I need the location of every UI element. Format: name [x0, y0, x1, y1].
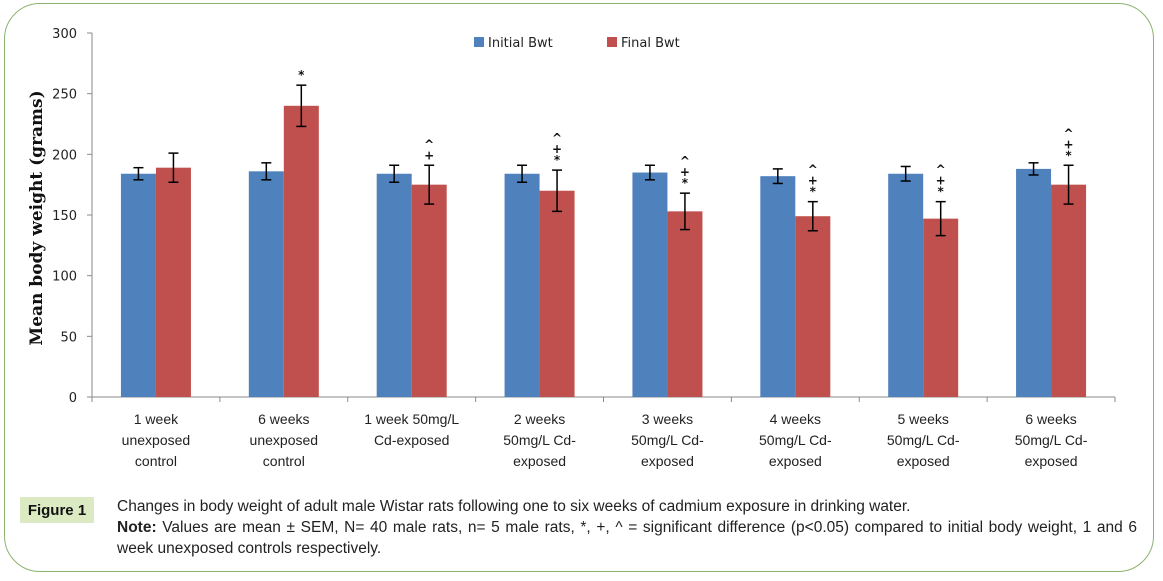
- legend: Initial Bwt Final Bwt: [474, 36, 680, 51]
- bar-final: [795, 216, 831, 397]
- bar-initial: [888, 173, 924, 397]
- category-label: 50mg/L Cd-: [887, 432, 960, 448]
- bar-final: [923, 218, 959, 397]
- significance-marker: *: [810, 185, 817, 199]
- figure-caption: Changes in body weight of adult male Wis…: [117, 496, 1137, 559]
- category-label: exposed: [641, 453, 694, 469]
- note-text: Values are mean ± SEM, N= 40 male rats, …: [117, 519, 1137, 557]
- bar-final: [283, 105, 319, 398]
- category-label: 3 weeks: [642, 411, 693, 427]
- bar-initial: [632, 172, 668, 397]
- figure-badge: Figure 1: [20, 497, 94, 523]
- significance-marker: ^: [680, 154, 690, 168]
- bar-initial: [376, 173, 412, 397]
- legend-label: Initial Bwt: [488, 36, 553, 51]
- figure-frame: [4, 3, 1154, 572]
- category-label: 50mg/L Cd-: [759, 432, 832, 448]
- significance-markers: *+^*+^*+^*+^*+^*+^: [298, 68, 1073, 198]
- significance-marker: ^: [808, 163, 818, 177]
- significance-marker: ^: [424, 137, 434, 151]
- bars: [120, 105, 1087, 398]
- category-label: exposed: [897, 453, 950, 469]
- y-tick-label: 150: [52, 209, 77, 224]
- y-tick-label: 300: [52, 27, 77, 42]
- bar-initial: [504, 173, 540, 397]
- significance-marker: +: [808, 174, 818, 188]
- category-label: Cd-exposed: [374, 432, 450, 448]
- caption-note: Note: Values are mean ± SEM, N= 40 male …: [117, 517, 1137, 559]
- category-label: exposed: [513, 453, 566, 469]
- significance-marker: *: [554, 153, 561, 167]
- category-label: control: [263, 453, 305, 469]
- category-label: 2 weeks: [514, 411, 565, 427]
- significance-marker: *: [938, 185, 945, 199]
- significance-marker: ^: [1064, 126, 1074, 140]
- legend-label: Final Bwt: [621, 36, 680, 51]
- y-tick-label: 50: [60, 330, 77, 345]
- category-label: 6 weeks: [258, 411, 309, 427]
- y-tick-label: 200: [52, 148, 77, 163]
- category-labels: 1 week unexposed control 6 weeks unexposed co…: [122, 411, 1088, 469]
- category-label: exposed: [769, 453, 822, 469]
- y-axis-label: Mean body weight (grams): [27, 90, 47, 345]
- y-tick-label: 0: [69, 391, 77, 406]
- category-label: control: [135, 453, 177, 469]
- significance-marker: *: [1065, 148, 1072, 162]
- category-label: unexposed: [250, 432, 319, 448]
- category-label: unexposed: [122, 432, 191, 448]
- bar-initial: [1016, 168, 1052, 397]
- category-label: 50mg/L Cd-: [631, 432, 704, 448]
- significance-marker: +: [680, 165, 690, 179]
- significance-marker: ^: [552, 131, 562, 145]
- category-label: 1 week 50mg/L: [364, 411, 459, 427]
- bar-final: [667, 211, 703, 397]
- category-label: 6 weeks: [1025, 411, 1076, 427]
- significance-marker: ^: [936, 163, 946, 177]
- bar-final: [155, 167, 191, 397]
- category-label: 5 weeks: [898, 411, 949, 427]
- legend-swatch-final: [607, 37, 617, 47]
- bar-final: [1051, 184, 1087, 397]
- bar-final: [539, 190, 575, 397]
- error-bars: [133, 84, 1074, 237]
- bar-initial: [248, 171, 284, 397]
- significance-marker: *: [682, 176, 689, 190]
- caption-line: Changes in body weight of adult male Wis…: [117, 498, 911, 515]
- category-label: 50mg/L Cd-: [1015, 432, 1088, 448]
- category-label: 1 week: [134, 411, 179, 427]
- legend-swatch-initial: [474, 37, 484, 47]
- note-label: Note:: [117, 519, 157, 536]
- significance-marker: +: [424, 148, 434, 162]
- y-tick-label: 100: [52, 270, 77, 285]
- category-label: exposed: [1025, 453, 1078, 469]
- category-label: 50mg/L Cd-: [503, 432, 576, 448]
- y-tick-label: 250: [52, 88, 77, 103]
- bar-final: [411, 184, 447, 397]
- category-label: 4 weeks: [770, 411, 821, 427]
- significance-marker: +: [552, 142, 562, 156]
- significance-marker: +: [1064, 137, 1074, 151]
- significance-marker: +: [936, 174, 946, 188]
- bar-initial: [120, 173, 156, 397]
- bar-initial: [760, 176, 796, 397]
- significance-marker: *: [298, 68, 305, 82]
